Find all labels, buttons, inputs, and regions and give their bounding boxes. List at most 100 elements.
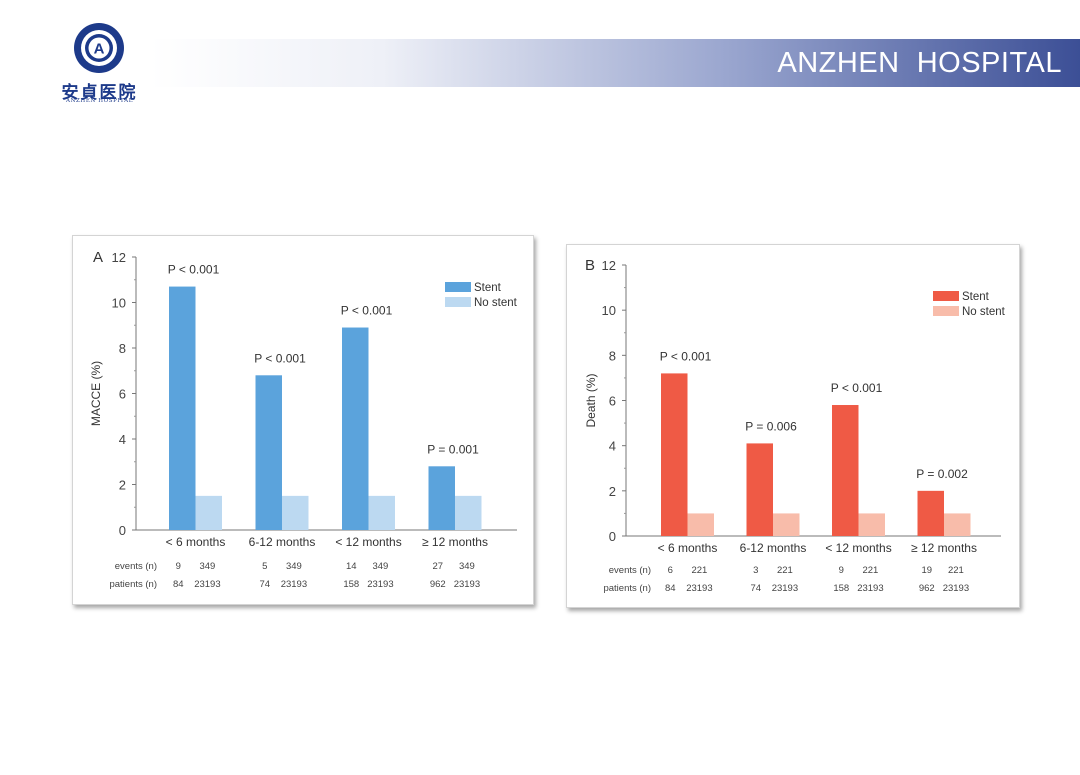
events-no-stent: 221 [691,565,707,576]
bar-stent [255,375,282,530]
category-label: ≥ 12 months [422,535,488,549]
patients-no-stent: 23193 [194,579,220,590]
patients-stent: 158 [343,579,359,590]
legend-label-no-stent: No stent [962,306,1006,318]
patients-no-stent: 23193 [281,579,307,590]
p-value-label: P < 0.001 [660,349,712,363]
bar-no-stent [455,495,482,530]
legend-label-no-stent: No stent [474,297,518,309]
death-chart: B 0 2 4 6 8 10 12 Death (%) P < 0.001 < 6 months 6 2… [584,257,1006,594]
bar-no-stent [687,513,714,536]
y-axis-label: Death (%) [584,373,598,427]
events-stent: 5 [262,561,267,572]
events-stent: 19 [921,565,932,576]
macce-chart: A 0 2 4 6 8 10 12 MACCE (%) P < 0.001 < 6 months 9 3… [89,249,518,590]
events-stent: 9 [839,565,844,576]
p-value-label: P = 0.006 [745,419,797,433]
y-tick-label: 4 [609,439,616,454]
bar-stent [917,490,944,536]
chart-panel-macce: A 0 2 4 6 8 10 12 MACCE (%) P < 0.001 < 6 months 9 3… [72,235,534,605]
patients-stent: 962 [919,583,935,594]
emblem-letter: A [94,41,105,58]
legend-swatch-stent [445,282,471,292]
panel-label: A [93,249,103,266]
bar-no-stent [773,513,800,536]
y-tick-label: 0 [119,523,126,538]
legend-swatch-no-stent [445,297,471,307]
patients-no-stent: 23193 [686,583,712,594]
patients-stent: 84 [665,583,676,594]
events-stent: 9 [176,561,181,572]
p-value-label: P = 0.001 [427,442,479,456]
p-value-label: P < 0.001 [254,351,306,365]
category-label: 6-12 months [249,535,316,549]
table-row-label-patients: patients (n) [603,583,651,594]
logo-name-en: ANZHEN HOSPITAL [66,98,133,104]
y-axis-label: MACCE (%) [89,361,103,426]
bar-stent [661,373,688,536]
y-tick-label: 12 [112,250,126,265]
patients-stent: 158 [833,583,849,594]
events-no-stent: 221 [948,565,964,576]
bar-no-stent [944,513,971,536]
y-tick-label: 8 [609,348,616,363]
p-value-label: P < 0.001 [831,381,883,395]
p-value-label: P < 0.001 [168,263,220,277]
table-row-label-events: events (n) [609,565,651,576]
bar-stent [169,286,196,530]
y-tick-label: 4 [119,432,126,447]
p-value-label: P = 0.002 [916,467,968,481]
logo-name-cn: 安貞医院 [61,83,138,103]
patients-no-stent: 23193 [454,579,480,590]
category-label: < 6 months [166,535,226,549]
bar-stent [746,443,773,536]
events-stent: 3 [753,565,758,576]
y-tick-label: 12 [602,258,616,273]
table-row-label-events: events (n) [115,561,157,572]
p-value-label: P < 0.001 [341,304,393,318]
bar-no-stent [195,495,222,530]
events-stent: 6 [668,565,673,576]
bar-no-stent [368,495,395,530]
y-tick-label: 10 [602,303,616,318]
patients-stent: 84 [173,579,184,590]
patients-stent: 962 [430,579,446,590]
category-label: < 12 months [335,535,401,549]
bar-no-stent [282,495,309,530]
y-tick-label: 10 [112,296,126,311]
category-label: < 6 months [658,541,718,555]
bar-no-stent [858,513,885,536]
y-tick-label: 2 [609,484,616,499]
legend-swatch-no-stent [933,306,959,316]
events-no-stent: 221 [777,565,793,576]
bar-stent [342,327,369,530]
events-no-stent: 349 [199,561,215,572]
header-banner: ANZHEN HOSPITAL [150,39,1080,87]
header-title: ANZHEN HOSPITAL [777,47,1062,79]
events-stent: 27 [432,561,443,572]
y-tick-label: 6 [119,387,126,402]
events-stent: 14 [346,561,357,572]
y-tick-label: 0 [609,529,616,544]
patients-no-stent: 23193 [943,583,969,594]
category-label: ≥ 12 months [911,541,977,555]
events-no-stent: 221 [862,565,878,576]
y-tick-label: 6 [609,394,616,409]
category-label: 6-12 months [740,541,807,555]
patients-no-stent: 23193 [772,583,798,594]
chart-panel-death: B 0 2 4 6 8 10 12 Death (%) P < 0.001 < 6 months 6 2… [566,244,1020,608]
events-no-stent: 349 [286,561,302,572]
patients-no-stent: 23193 [857,583,883,594]
events-no-stent: 349 [459,561,475,572]
hospital-logo: A 安貞医院 ANZHEN HOSPITAL [52,22,147,107]
table-row-label-patients: patients (n) [109,579,157,590]
bar-stent [832,405,859,536]
patients-no-stent: 23193 [367,579,393,590]
emblem-icon: A [74,23,124,73]
category-label: < 12 months [825,541,891,555]
patients-stent: 74 [259,579,270,590]
legend-swatch-stent [933,291,959,301]
bar-stent [428,466,455,530]
panel-label: B [585,257,595,274]
y-tick-label: 8 [119,341,126,356]
